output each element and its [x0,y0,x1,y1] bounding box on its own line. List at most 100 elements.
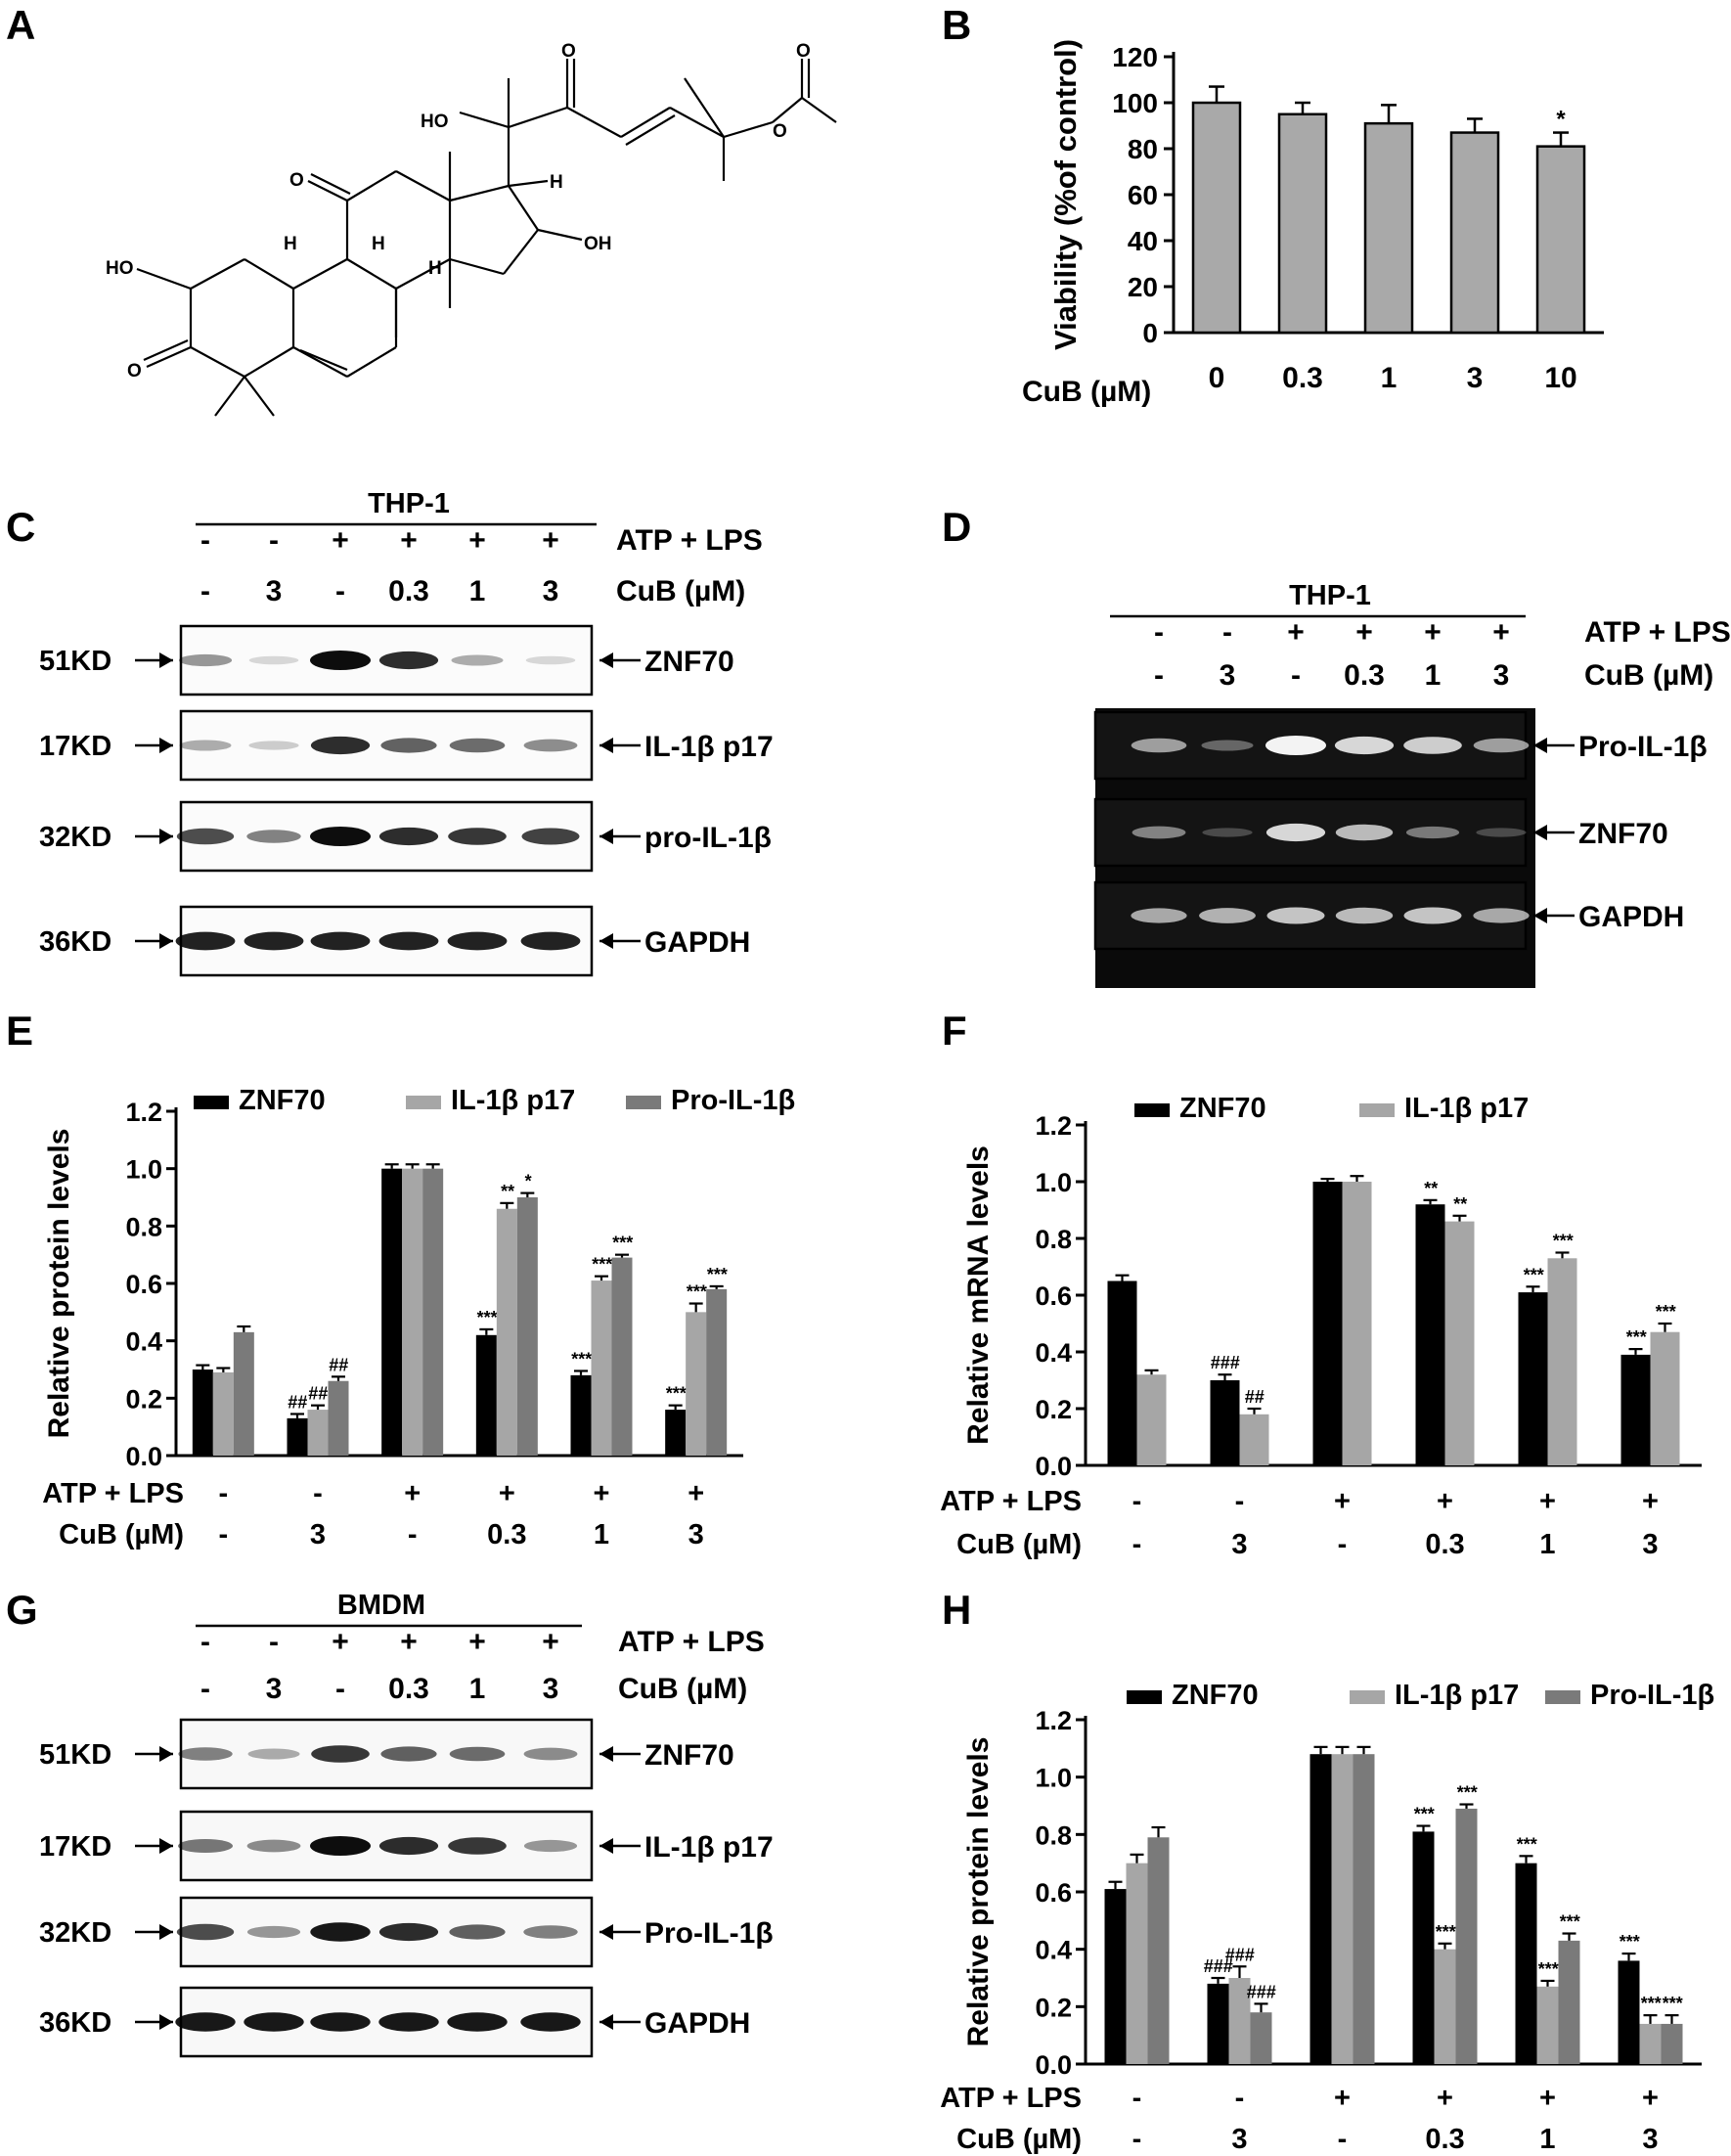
treatment-sign-atp-lps: - [269,524,279,557]
band [448,1837,507,1855]
cell-line-label: BMDM [337,1590,425,1621]
western-blot-thp1: THP-1 - - + + + + - 3 - 0.3 1 3 ATP + LPS CuB (µM) 51KD… [39,488,774,977]
treatment-dose-cub: 3 [1493,659,1510,692]
band-label-pro-il-1-: pro-IL-1β [644,822,772,854]
legend-label: ZNF70 [239,1085,326,1116]
molecular-weight-label: 32KD [39,822,111,853]
treatment-dose-cub: 1 [1539,2124,1555,2155]
significance-mark: ## [329,1355,348,1374]
row-label-cub: CuB (µM) [956,2124,1082,2155]
significance-mark: *** [1516,1834,1537,1854]
band [378,1836,439,1856]
significance-mark: *** [1559,1912,1580,1932]
y-tick-label: 0.2 [125,1384,162,1414]
band [447,2012,508,2032]
legend-swatch [1350,1690,1385,1704]
arrow-head-left [599,1746,613,1762]
atom-label-h-c10: H [284,234,297,254]
molecular-weight-label: 51KD [39,646,111,677]
significance-mark: *** [1625,1327,1647,1347]
significance-mark: *** [611,1234,633,1253]
treatment-sign-atp-lps: - [200,1626,210,1658]
band [1403,907,1462,924]
band-label-gapdh: GAPDH [644,2007,750,2040]
molecular-weight-label: 36KD [39,2007,111,2039]
arrow-head-right [159,2014,173,2030]
y-tick-label: 0.6 [125,1270,162,1299]
significance-mark: * [1556,107,1566,133]
band [310,1836,371,1856]
treatment-sign-atp-lps: + [688,1478,704,1509]
band [1132,826,1186,839]
bar-pro-il-1- [516,1197,538,1456]
bar-il-1-p17 [1228,1978,1251,2064]
bar-pro-il-1- [1353,1754,1375,2064]
atom-label-ho-c20: HO [421,112,449,132]
band [1473,908,1530,923]
molecular-weight-label: 17KD [39,1831,111,1863]
y-tick-label: 120 [1112,42,1158,72]
bar-il-1-p17 [496,1208,517,1456]
y-tick-label: 0.6 [1035,1281,1072,1311]
treatment-sign-atp-lps: + [332,1626,349,1658]
band [246,1925,301,1939]
atom-label-h-c17: H [550,172,563,193]
x-tick-label: 0.3 [1282,362,1323,394]
band [176,1923,235,1941]
band [246,1839,301,1853]
atom-label-o-ester-carbonyl: O [796,41,811,62]
significance-mark: * [524,1172,532,1191]
bar-znf70 [1210,1380,1240,1465]
bar-il-1-p17 [1136,1374,1167,1465]
significance-mark: *** [1662,1994,1683,2013]
legend-label: IL-1β p17 [451,1085,575,1116]
bar-znf70 [1618,1960,1640,2064]
arrow-head-right [159,829,173,844]
band [244,931,304,951]
treatment-sign-atp-lps: + [1492,616,1510,649]
significance-mark: *** [1413,1805,1435,1824]
treatment-sign-atp-lps: + [1334,1486,1351,1517]
legend-swatch [1359,1103,1395,1117]
treatment-dose-cub: 1 [594,1519,609,1550]
band [179,740,232,751]
panel-letter-e: E [6,1008,34,1054]
bar-il-1-p17 [1444,1221,1475,1465]
treatment-sign-atp-lps: + [1642,2083,1659,2114]
bar-znf70 [1207,1983,1229,2064]
row-label-atp-lps: ATP + LPS [618,1626,765,1658]
y-axis-title: Relative protein levels [962,1737,995,2047]
bar [1363,121,1414,335]
treatment-sign-atp-lps: - [1132,2083,1142,2114]
bar-il-1-p17 [1342,1182,1372,1465]
band [1199,908,1256,923]
legend-label: ZNF70 [1179,1093,1266,1124]
treatment-sign-atp-lps: - [200,524,210,557]
band [1335,907,1394,924]
relative-protein-chart-bmdm: 0.0 0.2 0.4 0.6 0.8 1.0 1.2 Relative protein le… [940,1680,1714,2155]
band [244,2012,304,2032]
band [1266,907,1325,924]
band [1265,823,1326,842]
treatment-sign-atp-lps: + [332,524,349,557]
treatment-dose-cub: 3 [1231,2124,1247,2155]
bar-pro-il-1- [422,1168,444,1456]
bar-pro-il-1- [706,1288,728,1456]
significance-mark: ** [500,1182,514,1201]
significance-mark: *** [570,1349,592,1369]
bar [1191,101,1242,335]
treatment-dose-cub: 3 [1220,659,1236,692]
rtpcr-gel-thp1: THP-1 - - + + + + - 3 - 0.3 1 3 ATP + LPS CuB (µM) Pro-… [1093,580,1731,988]
treatment-dose-cub: - [1132,1529,1142,1560]
treatment-sign-atp-lps: - [1235,2083,1245,2114]
western-blot-bmdm: BMDM - - + + + + - 3 - 0.3 1 3 ATP + LPS CuB (µM) 51KD Z… [39,1590,774,2058]
band [1202,828,1253,837]
row-label-cub: CuB (µM) [616,575,745,607]
significance-mark: *** [706,1265,728,1284]
band [1131,738,1187,753]
treatment-sign-atp-lps: + [1424,616,1442,649]
arrow-head-right [159,933,173,949]
arrow-head-right [159,738,173,753]
y-tick-label: 1.0 [1035,1764,1072,1793]
panel-letter-c: C [6,504,36,550]
